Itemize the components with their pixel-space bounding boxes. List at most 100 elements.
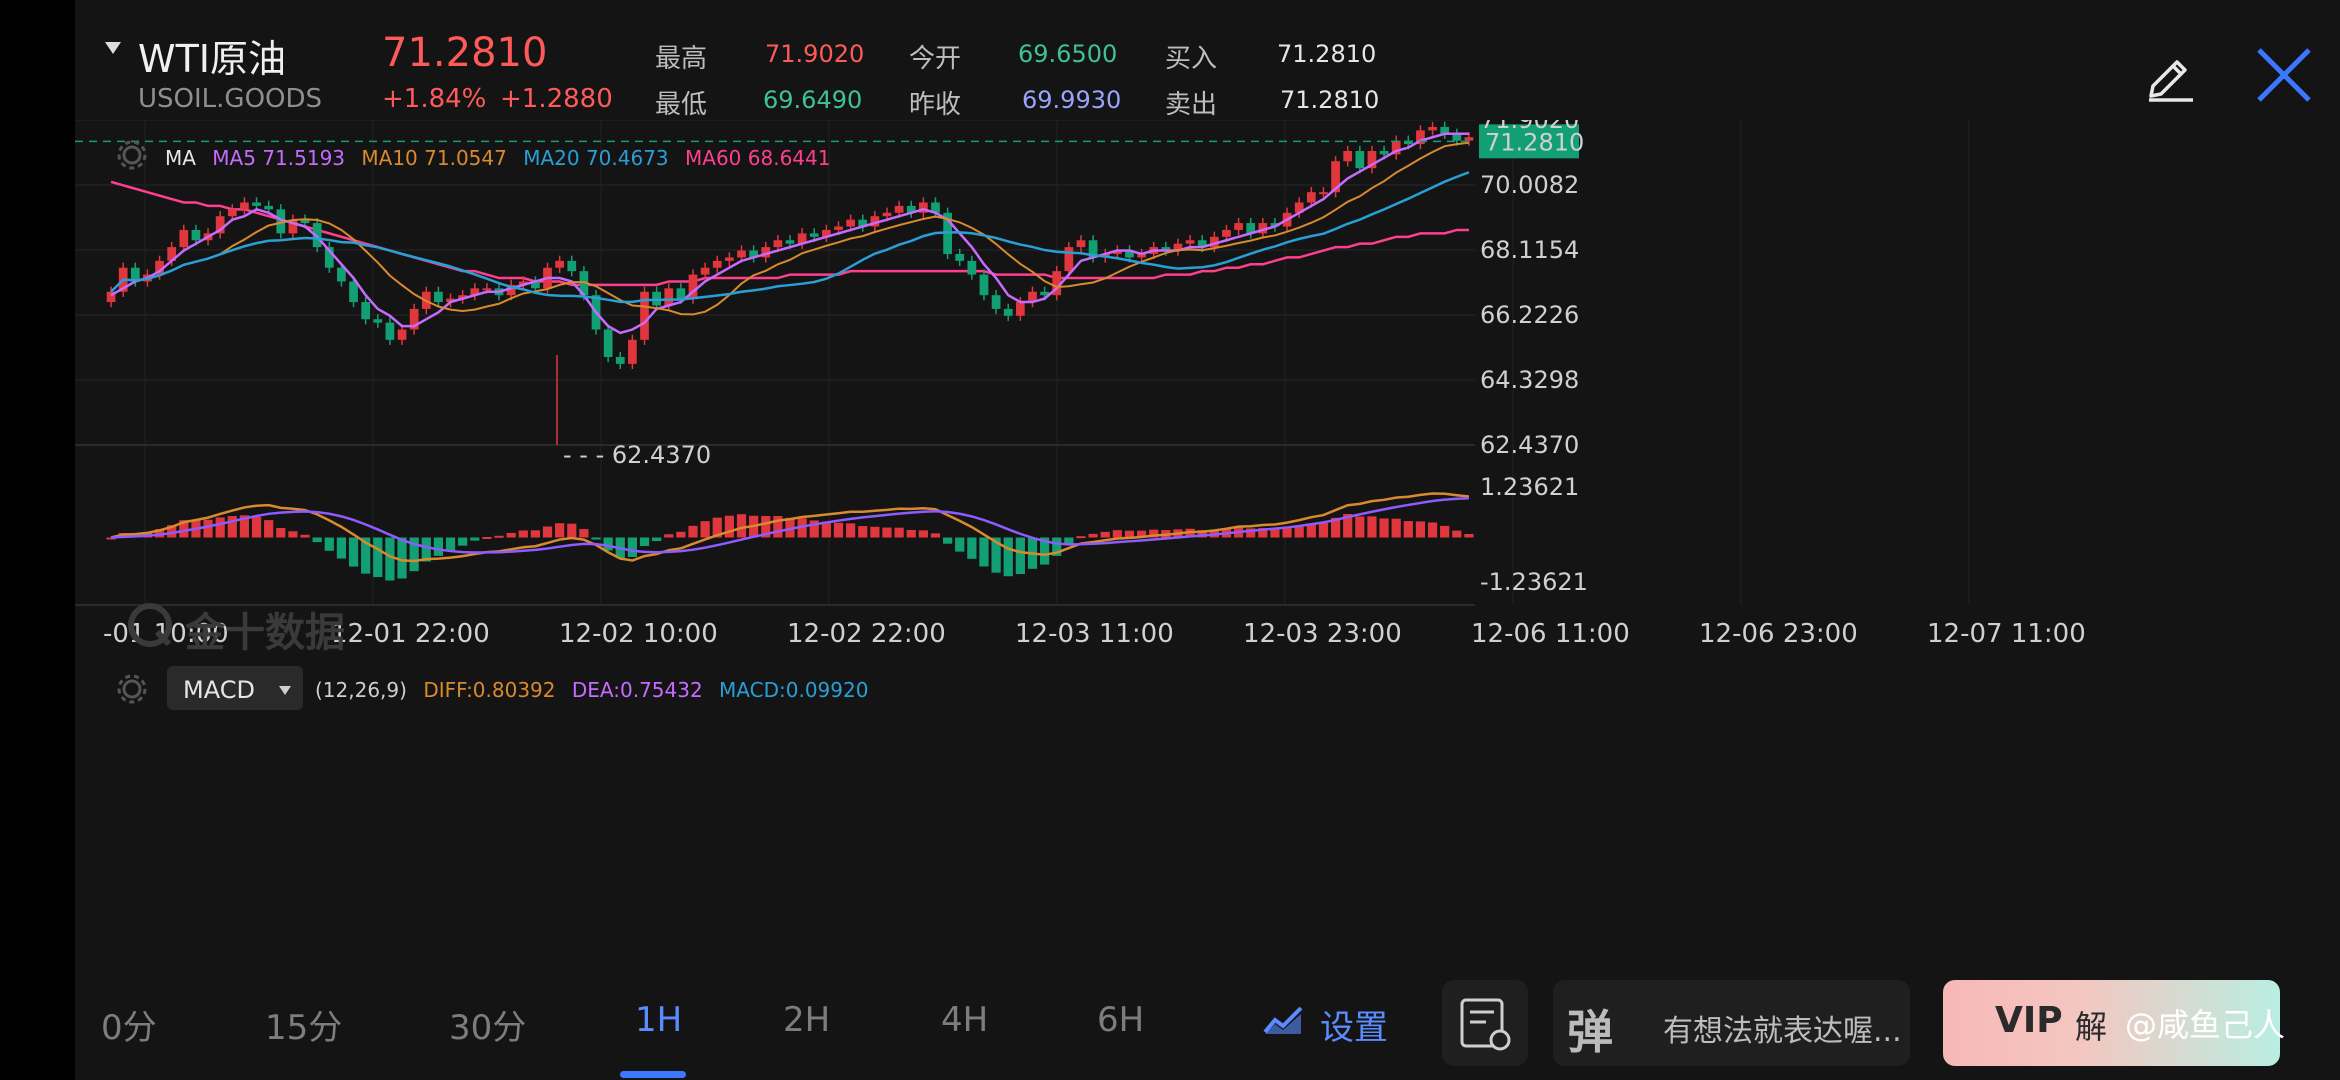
candle-body: [240, 202, 249, 210]
candle-body: [1028, 291, 1037, 303]
high-value: 71.9020: [765, 40, 865, 68]
barrage-icon[interactable]: 弹: [1567, 1005, 1613, 1059]
candle-body: [822, 229, 831, 237]
candle-body: [870, 216, 880, 227]
macd-bar: [542, 526, 553, 538]
macd-bar: [724, 515, 734, 538]
macd-bar: [1464, 533, 1474, 538]
watermark-credit: @咸鱼己人: [2125, 1006, 2286, 1044]
candle-body: [300, 219, 310, 224]
change-absolute: +1.2880: [500, 84, 613, 114]
candle-body: [252, 202, 261, 206]
candle-body: [628, 339, 637, 364]
timeframe-tab[interactable]: 15分: [265, 1008, 343, 1048]
indicator-name[interactable]: MACD: [183, 676, 255, 704]
macd-dea: DEA:0.75432: [571, 678, 703, 702]
vip-label[interactable]: VIP: [1995, 1000, 2063, 1041]
edit-icon[interactable]: [2143, 46, 2199, 102]
candle-body: [1222, 229, 1231, 237]
macd-bar: [603, 537, 613, 551]
price-axis-label: 68.1154: [1480, 236, 1579, 264]
vip-sub-label[interactable]: 解: [2075, 1008, 2108, 1046]
macd-bar: [1403, 521, 1413, 538]
gear-icon[interactable]: [117, 140, 147, 170]
candle-body: [373, 319, 383, 323]
bid-label: 买入: [1165, 44, 1218, 74]
candle-body: [130, 267, 140, 282]
candle-body: [567, 260, 577, 272]
candle-body: [482, 288, 492, 291]
candle-body: [1355, 150, 1365, 169]
chevron-down-icon[interactable]: [279, 686, 291, 695]
macd-bar: [761, 515, 771, 538]
timeframe-tab[interactable]: 4H: [941, 1000, 989, 1040]
comment-input[interactable]: [1553, 980, 1910, 1066]
macd-legend: (12,26,9) DIFF:0.80392 DEA:0.75432 MACD:…: [315, 678, 878, 702]
candle-body: [1403, 140, 1413, 145]
candle-body: [906, 205, 916, 213]
ma60-value: MA60 68.6441: [685, 146, 831, 170]
last-price: 71.2810: [382, 30, 548, 76]
candle-body: [227, 209, 237, 217]
macd-bar: [688, 525, 698, 538]
settings-button[interactable]: 设置: [1320, 1008, 1388, 1048]
symbol-title[interactable]: WTI原油: [138, 37, 286, 81]
ma20-line: [110, 171, 1470, 304]
timeframe-tab[interactable]: 6H: [1097, 1000, 1145, 1040]
macd-bar: [251, 516, 262, 538]
time-axis-label: 12-02 10:00: [559, 619, 718, 649]
candle-body: [1440, 126, 1450, 134]
macd-bar: [943, 537, 953, 544]
macd-bar: [264, 520, 274, 538]
timeframe-tab[interactable]: 30分: [449, 1008, 527, 1048]
candle-body: [979, 274, 989, 296]
macd-bar: [167, 525, 177, 538]
bid-value: 71.2810: [1277, 40, 1377, 68]
ma10-line: [110, 141, 1470, 316]
notes-button[interactable]: [1442, 980, 1528, 1066]
macd-bar: [1379, 518, 1389, 538]
macd-bar: [894, 527, 904, 538]
candle-body: [106, 291, 116, 303]
high-label: 最高: [655, 44, 708, 74]
candle-body: [882, 212, 892, 217]
candle-body: [615, 356, 625, 364]
candle-body: [1452, 133, 1462, 141]
vip-button[interactable]: [1943, 980, 2280, 1066]
macd-bar: [312, 537, 322, 543]
timeframe-tab-active[interactable]: 1H: [635, 1000, 683, 1040]
macd-bar: [154, 529, 165, 538]
macd-bar: [482, 536, 492, 539]
macd-value: MACD:0.09920: [719, 678, 869, 702]
candle-body: [446, 298, 455, 303]
candle-body: [1343, 150, 1353, 162]
candle-body: [931, 202, 940, 213]
close-icon[interactable]: [2253, 44, 2315, 106]
symbol-dropdown-caret-icon[interactable]: [105, 42, 121, 54]
macd-bar: [1355, 516, 1365, 538]
time-axis-label: 12-06 11:00: [1471, 619, 1630, 649]
macd-bar: [1003, 537, 1013, 577]
timeframe-tab[interactable]: 2H: [783, 1000, 831, 1040]
candle-body: [1294, 202, 1304, 213]
chart-settings-icon[interactable]: [1263, 1006, 1305, 1036]
macd-bar: [1258, 528, 1268, 538]
macd-bar: [203, 519, 213, 538]
candle-body: [858, 219, 868, 227]
current-price-tag: [1479, 124, 1579, 159]
macd-dea-line: [111, 497, 1469, 554]
candle-body: [1258, 223, 1268, 234]
timeframe-tab[interactable]: 0分: [101, 1008, 157, 1048]
macd-bar: [106, 537, 116, 540]
macd-bar: [1330, 517, 1341, 538]
candle-body: [761, 247, 771, 258]
gear-icon[interactable]: [117, 674, 147, 704]
macd-bar: [1052, 537, 1062, 556]
candle-body: [1209, 236, 1219, 248]
macd-bar: [1136, 530, 1147, 538]
comment-placeholder[interactable]: 有想法就表达喔...: [1663, 1014, 1902, 1049]
candle-body: [1416, 130, 1425, 145]
candle-body: [1173, 243, 1183, 251]
candle-body: [688, 274, 698, 299]
